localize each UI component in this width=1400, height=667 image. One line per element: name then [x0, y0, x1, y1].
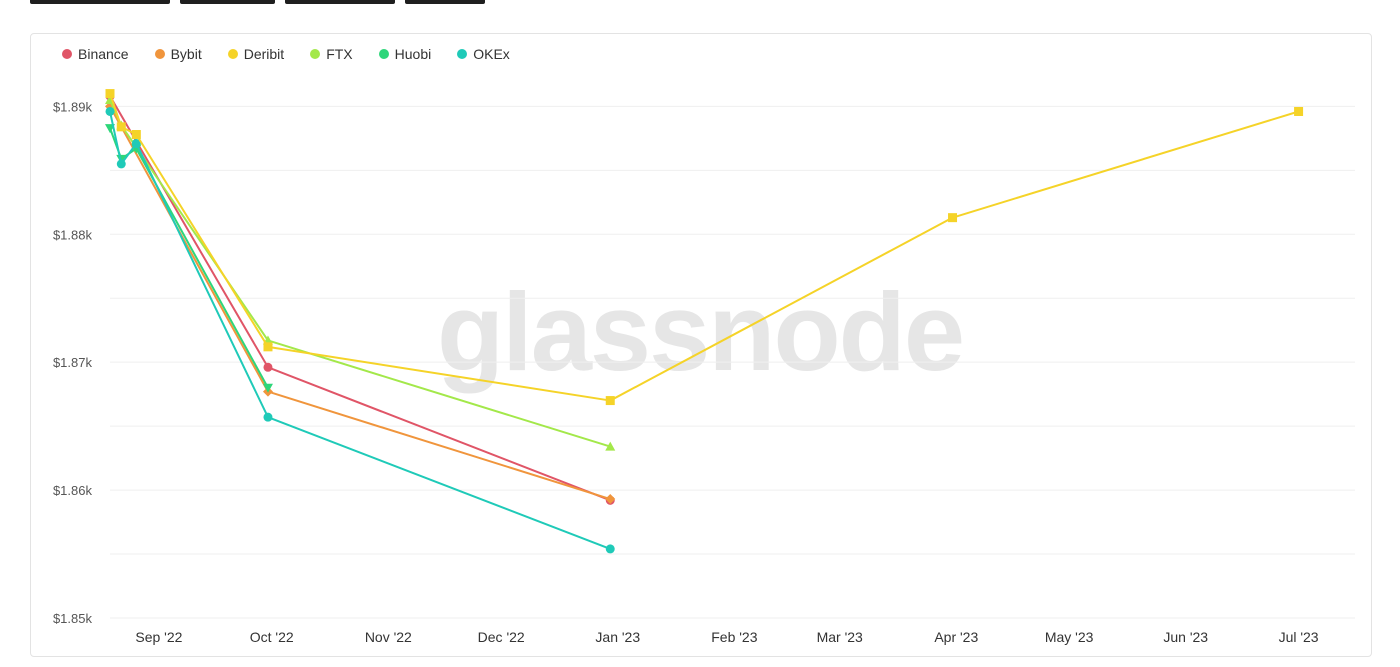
- legend: Binance Bybit Deribit FTX Huobi OKEx: [62, 46, 536, 62]
- legend-item-huobi[interactable]: Huobi: [378, 46, 432, 62]
- huobi-series: [105, 124, 273, 393]
- legend-swatch: [62, 49, 72, 59]
- chart-frame: [30, 33, 1372, 657]
- deribit-point: [1294, 106, 1304, 116]
- deribit-point: [263, 342, 273, 352]
- cropped-title-fragment: [285, 0, 395, 4]
- x-tick-label: Nov '22: [365, 629, 412, 645]
- x-tick-label: Jun '23: [1163, 629, 1208, 645]
- y-axis: $1.85k $1.86k $1.87k $1.88k $1.89k: [53, 99, 93, 626]
- legend-item-okex[interactable]: OKEx: [457, 46, 510, 62]
- legend-label: Deribit: [243, 46, 285, 62]
- legend-swatch: [310, 49, 321, 59]
- y-tick-label: $1.87k: [53, 355, 93, 370]
- legend-label: Bybit: [170, 46, 202, 62]
- legend-swatch: [378, 49, 389, 59]
- deribit-point: [105, 89, 115, 99]
- okex-point: [605, 544, 615, 554]
- y-tick-label: $1.88k: [53, 227, 93, 242]
- y-tick-label: $1.89k: [53, 99, 93, 114]
- y-tick-label: $1.85k: [53, 611, 93, 626]
- x-tick-label: Jan '23: [595, 629, 640, 645]
- deribit-point: [605, 396, 615, 406]
- okex-point: [116, 159, 126, 169]
- okex-point: [105, 106, 115, 116]
- cropped-title-fragment: [405, 0, 485, 4]
- x-tick-label: Feb '23: [711, 629, 757, 645]
- legend-swatch: [457, 49, 468, 59]
- legend-item-bybit[interactable]: Bybit: [154, 46, 202, 62]
- deribit-series: [105, 89, 1304, 406]
- legend-label: Binance: [78, 46, 129, 62]
- x-axis: Sep '22 Oct '22 Nov '22 Dec '22 Jan '23 Feb '…: [135, 629, 1318, 645]
- huobi-point: [262, 383, 273, 393]
- y-tick-label: $1.86k: [53, 483, 93, 498]
- legend-swatch: [154, 49, 165, 59]
- legend-label: Huobi: [394, 46, 432, 62]
- cropped-title-fragment: [30, 0, 170, 4]
- okex-series: [105, 106, 615, 554]
- deribit-point: [948, 213, 958, 223]
- binance-point: [263, 362, 273, 372]
- legend-label: FTX: [326, 46, 353, 62]
- legend-swatch: [227, 49, 238, 59]
- x-tick-label: Sep '22: [135, 629, 182, 645]
- legend-item-binance[interactable]: Binance: [62, 46, 129, 62]
- deribit-point: [131, 130, 141, 140]
- x-tick-label: Mar '23: [817, 629, 863, 645]
- x-tick-label: Oct '22: [250, 629, 294, 645]
- x-tick-label: Dec '22: [478, 629, 525, 645]
- okex-point: [131, 138, 141, 148]
- bybit-point: [605, 494, 616, 505]
- series-layer: [105, 89, 1304, 554]
- x-tick-label: May '23: [1045, 629, 1094, 645]
- legend-label: OKEx: [473, 46, 510, 62]
- ftx-point: [605, 441, 616, 451]
- grid-lines: [110, 105, 1355, 619]
- legend-item-ftx[interactable]: FTX: [310, 46, 353, 62]
- watermark: glassnode: [437, 271, 963, 394]
- cropped-title-strip: [0, 0, 1400, 14]
- cropped-title-fragment: [180, 0, 275, 4]
- deribit-point: [116, 122, 126, 132]
- okex-point: [263, 412, 273, 422]
- x-tick-label: Jul '23: [1279, 629, 1319, 645]
- legend-item-deribit[interactable]: Deribit: [227, 46, 285, 62]
- x-tick-label: Apr '23: [934, 629, 978, 645]
